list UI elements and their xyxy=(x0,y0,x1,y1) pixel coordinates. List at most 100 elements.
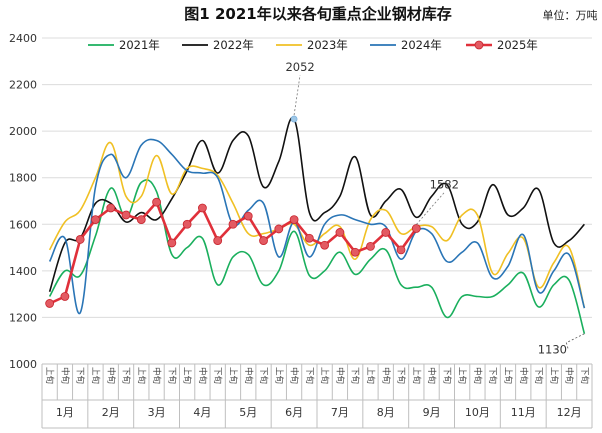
x-day-label: 上旬 xyxy=(319,367,330,384)
series-2025-point xyxy=(106,203,116,213)
x-month-label: 10月 xyxy=(465,406,490,419)
legend-label: 2024年 xyxy=(401,38,442,52)
series-2025-point xyxy=(335,228,345,237)
x-day-label: 下旬 xyxy=(75,367,86,384)
x-day-label: 中旬 xyxy=(59,367,70,384)
x-day-label: 上旬 xyxy=(227,367,238,384)
series-2025-point xyxy=(289,215,299,225)
legend-label: 2022年 xyxy=(213,38,254,52)
series-2025-point xyxy=(411,224,421,233)
x-day-label: 上旬 xyxy=(273,367,284,384)
series-2025-point xyxy=(366,242,375,251)
annotation-marker xyxy=(290,115,298,123)
x-month-label: 12月 xyxy=(557,406,582,419)
legend-item: 2023年 xyxy=(276,38,348,52)
x-day-label: 下旬 xyxy=(166,367,177,384)
x-day-label: 下旬 xyxy=(533,367,544,384)
x-month-label: 9月 xyxy=(423,406,441,419)
legend-item: 2024年 xyxy=(370,38,442,52)
x-day-label: 中旬 xyxy=(289,367,300,384)
x-day-label: 下旬 xyxy=(121,367,132,384)
y-tick-label: 2400 xyxy=(9,32,37,45)
annotation-leader xyxy=(416,192,445,225)
x-day-label: 中旬 xyxy=(197,367,208,384)
x-month-label: 6月 xyxy=(285,406,303,419)
x-day-label: 中旬 xyxy=(518,367,529,384)
series-2025-point xyxy=(167,238,177,248)
x-day-label: 中旬 xyxy=(334,367,345,384)
series-2025-point xyxy=(213,236,223,245)
annotation-label: 2052 xyxy=(285,60,314,74)
x-day-label: 下旬 xyxy=(350,367,361,384)
series-2022-line xyxy=(48,116,585,293)
legend-item: 2025年 xyxy=(466,38,538,52)
x-day-label: 下旬 xyxy=(579,367,590,384)
x-day-label: 上旬 xyxy=(44,367,55,384)
series-2025-point xyxy=(304,233,314,243)
series-2025-point xyxy=(136,215,146,225)
x-day-label: 下旬 xyxy=(212,367,223,384)
series-2023-line xyxy=(48,141,586,309)
legend-label: 2021年 xyxy=(119,38,160,52)
x-day-label: 上旬 xyxy=(411,367,422,384)
x-day-label: 上旬 xyxy=(136,367,147,384)
x-day-label: 上旬 xyxy=(457,367,468,384)
series-2025-point xyxy=(243,211,253,221)
legend-marker xyxy=(474,40,484,50)
unit-label: 单位：万吨 xyxy=(543,8,598,22)
x-month-label: 7月 xyxy=(331,406,349,419)
series-2025-point xyxy=(45,299,55,308)
y-tick-label: 1800 xyxy=(9,172,37,185)
series-2025-point xyxy=(121,210,131,220)
x-month-label: 3月 xyxy=(148,406,166,419)
annotation-leader xyxy=(293,74,301,116)
series-2025-point xyxy=(350,247,360,257)
x-day-label: 下旬 xyxy=(487,367,498,384)
series-2025-point xyxy=(274,224,284,234)
x-day-label: 下旬 xyxy=(396,367,407,384)
x-day-label: 上旬 xyxy=(548,367,559,384)
x-day-label: 中旬 xyxy=(380,367,391,384)
series-2025-point xyxy=(320,240,330,250)
series-2021-line xyxy=(48,179,586,334)
x-day-label: 上旬 xyxy=(182,367,193,384)
x-day-label: 下旬 xyxy=(304,367,315,384)
x-day-label: 上旬 xyxy=(365,367,376,384)
x-day-label: 上旬 xyxy=(90,367,101,384)
x-month-label: 11月 xyxy=(511,406,536,419)
legend-item: 2022年 xyxy=(182,38,254,52)
x-month-label: 8月 xyxy=(377,406,395,419)
x-month-label: 1月 xyxy=(56,406,74,419)
series-2025-point xyxy=(75,235,85,244)
annotation-leader xyxy=(565,333,585,350)
x-month-label: 5月 xyxy=(239,406,257,419)
series-2025-point xyxy=(182,219,192,229)
series-2025-point xyxy=(60,292,70,301)
annotation-label: 1130 xyxy=(538,343,567,357)
x-month-label: 2月 xyxy=(102,406,120,419)
y-tick-label: 2000 xyxy=(9,125,37,138)
series-2025-point xyxy=(91,215,100,225)
x-day-label: 下旬 xyxy=(258,367,269,384)
x-day-label: 中旬 xyxy=(243,367,254,384)
series-2025-point xyxy=(228,219,238,229)
x-day-label: 中旬 xyxy=(426,367,437,384)
series-2024-line xyxy=(48,138,586,314)
series-2025-point xyxy=(381,228,391,237)
y-tick-label: 2200 xyxy=(9,79,37,92)
y-tick-label: 1600 xyxy=(9,218,37,231)
legend-label: 2025年 xyxy=(497,38,538,52)
x-month-label: 4月 xyxy=(193,406,211,419)
x-day-label: 下旬 xyxy=(441,367,452,384)
series-2025-point xyxy=(259,236,268,245)
series-2025-point xyxy=(198,203,207,213)
y-tick-label: 1400 xyxy=(9,265,37,278)
chart-title: 图1 2021年以来各旬重点企业钢材库存 xyxy=(184,5,451,23)
x-day-label: 上旬 xyxy=(502,367,513,384)
x-day-label: 中旬 xyxy=(105,367,116,384)
series-2025-point xyxy=(152,197,161,207)
y-tick-label: 1200 xyxy=(9,311,37,324)
x-day-label: 中旬 xyxy=(564,367,575,384)
legend-label: 2023年 xyxy=(307,38,348,52)
